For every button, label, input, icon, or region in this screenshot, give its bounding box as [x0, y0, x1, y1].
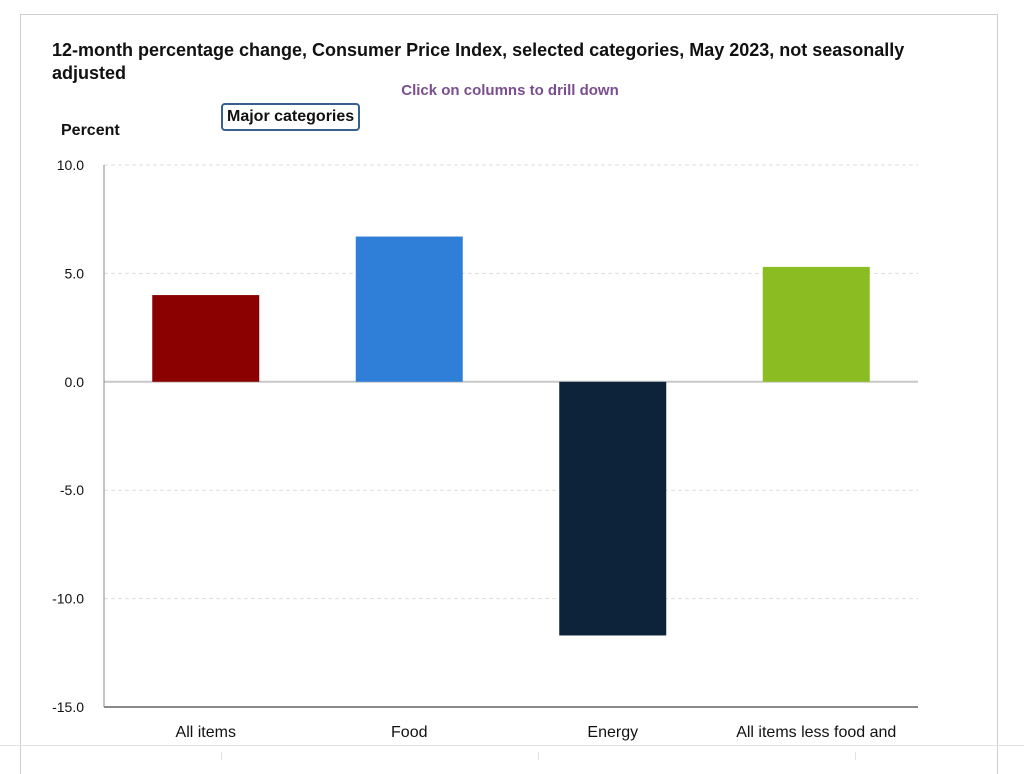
chart-title: 12-month percentage change, Consumer Pri… [52, 40, 905, 83]
y-tick-label: -10.0 [52, 591, 84, 607]
bar-all-items[interactable] [152, 295, 260, 382]
bar-food[interactable] [355, 236, 463, 382]
y-tick-label: 5.0 [65, 265, 85, 281]
x-tick-label: All items [176, 724, 236, 741]
drill-down-hint: Click on columns to drill down [401, 82, 619, 99]
tick-labels: 10.0 5.0 0.0 -5.0 -10.0 -15.0 All items Food Ene… [52, 157, 896, 741]
x-tick-label: All items less food and [736, 724, 896, 741]
bar-energy[interactable] [559, 381, 667, 636]
axes [103, 165, 918, 708]
y-axis-label: Percent [61, 122, 120, 139]
y-tick-label: 10.0 [57, 157, 84, 173]
major-categories-button[interactable]: Major categories [221, 103, 361, 131]
bottom-tick-mark [221, 752, 222, 760]
bar-all-items-less-food-and[interactable] [762, 266, 870, 382]
bottom-divider [0, 745, 1024, 746]
x-tick-label: Energy [587, 724, 638, 741]
bars [152, 236, 870, 636]
y-tick-label: -5.0 [60, 482, 84, 498]
y-tick-label: -15.0 [52, 699, 84, 715]
bottom-tick-mark [855, 752, 856, 760]
x-tick-label: Food [391, 724, 427, 741]
y-tick-label: 0.0 [65, 374, 85, 390]
chart-frame [20, 14, 998, 774]
bottom-tick-mark [538, 752, 539, 760]
